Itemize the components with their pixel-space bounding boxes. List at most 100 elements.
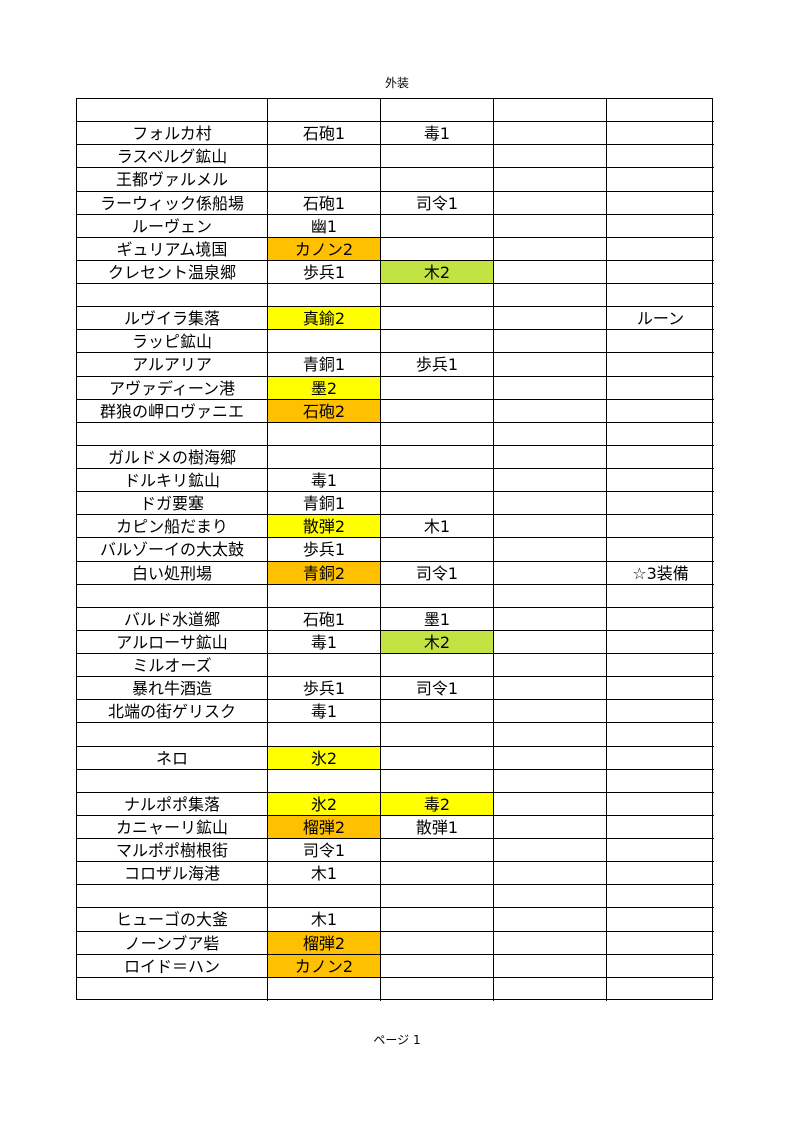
location-cell[interactable]: 暴れ牛酒造	[77, 677, 268, 701]
col2-cell[interactable]: 氷2	[268, 792, 381, 816]
col2-cell[interactable]: 木1	[268, 862, 381, 886]
col3-cell[interactable]: 木1	[381, 515, 494, 539]
col2-cell[interactable]: 毒1	[268, 630, 381, 655]
note-cell[interactable]	[607, 353, 714, 377]
col3-cell[interactable]: 歩兵1	[381, 353, 494, 377]
location-cell[interactable]	[77, 723, 268, 747]
col4-cell[interactable]	[494, 584, 607, 608]
location-cell[interactable]: 北端の街ゲリスク	[77, 700, 268, 724]
col4-cell[interactable]	[494, 815, 607, 840]
col4-cell[interactable]	[494, 191, 607, 215]
col4-cell[interactable]	[494, 792, 607, 816]
col4-cell[interactable]	[494, 330, 607, 354]
col3-cell[interactable]	[381, 168, 494, 192]
location-cell[interactable]: ミルオーズ	[77, 654, 268, 678]
note-cell[interactable]	[607, 885, 714, 909]
note-cell[interactable]	[607, 747, 714, 770]
note-cell[interactable]: ☆3装備	[607, 562, 714, 585]
location-cell[interactable]: フォルカ村	[77, 122, 268, 146]
col4-cell[interactable]	[494, 168, 607, 192]
col2-cell[interactable]: 毒1	[268, 700, 381, 724]
col4-cell[interactable]	[494, 954, 607, 978]
location-cell[interactable]	[77, 584, 268, 608]
col2-cell[interactable]	[268, 723, 381, 747]
location-cell[interactable]: ヒューゴの大釜	[77, 908, 268, 932]
location-cell[interactable]: ラッピ鉱山	[77, 330, 268, 354]
col3-cell[interactable]	[381, 908, 494, 932]
location-cell[interactable]: ラーウィック係船場	[77, 191, 268, 215]
col3-cell[interactable]: 木2	[381, 630, 494, 655]
col4-cell[interactable]	[494, 862, 607, 886]
location-cell[interactable]	[77, 99, 268, 123]
col4-cell[interactable]	[494, 746, 607, 770]
col4-cell[interactable]	[494, 353, 607, 377]
col3-cell[interactable]	[381, 700, 494, 724]
col2-cell[interactable]: 榴弾2	[268, 931, 381, 955]
col2-cell[interactable]: 石砲2	[268, 399, 381, 423]
col3-cell[interactable]	[381, 746, 494, 770]
note-cell[interactable]	[607, 515, 714, 539]
note-cell[interactable]	[607, 446, 714, 470]
col2-cell[interactable]: 歩兵1	[268, 538, 381, 562]
col3-cell[interactable]	[381, 885, 494, 909]
col4-cell[interactable]	[494, 977, 607, 1001]
note-cell[interactable]	[607, 631, 714, 655]
col2-cell[interactable]: カノン2	[268, 237, 381, 261]
col4-cell[interactable]	[494, 145, 607, 169]
location-cell[interactable]: ギュリアム境国	[77, 237, 268, 261]
location-cell[interactable]: カニャーリ鉱山	[77, 815, 268, 840]
col2-cell[interactable]	[268, 445, 381, 470]
col3-cell[interactable]	[381, 399, 494, 423]
col3-cell[interactable]	[381, 214, 494, 238]
note-cell[interactable]	[607, 192, 714, 215]
col2-cell[interactable]: 氷2	[268, 746, 381, 770]
location-cell[interactable]: 王都ヴァルメル	[77, 168, 268, 192]
col2-cell[interactable]	[268, 977, 381, 1001]
col2-cell[interactable]: 青銅1	[268, 492, 381, 516]
col3-cell[interactable]	[381, 445, 494, 470]
col2-cell[interactable]: 歩兵1	[268, 677, 381, 701]
col2-cell[interactable]: 榴弾2	[268, 815, 381, 840]
note-cell[interactable]	[607, 677, 714, 701]
col3-cell[interactable]	[381, 977, 494, 1001]
col2-cell[interactable]	[268, 769, 381, 793]
col2-cell[interactable]	[268, 145, 381, 169]
col3-cell[interactable]	[381, 99, 494, 123]
col3-cell[interactable]	[381, 584, 494, 608]
col3-cell[interactable]	[381, 422, 494, 446]
col3-cell[interactable]	[381, 492, 494, 516]
col2-cell[interactable]: 青銅2	[268, 561, 381, 585]
location-cell[interactable]: 群狼の岬ロヴァニエ	[77, 399, 268, 423]
col4-cell[interactable]	[494, 561, 607, 585]
col2-cell[interactable]: 石砲1	[268, 607, 381, 631]
col2-cell[interactable]	[268, 584, 381, 608]
note-cell[interactable]	[607, 492, 714, 516]
note-cell[interactable]	[607, 654, 714, 678]
col3-cell[interactable]: 司令1	[381, 561, 494, 585]
note-cell[interactable]	[607, 145, 714, 169]
col3-cell[interactable]	[381, 769, 494, 793]
col3-cell[interactable]	[381, 954, 494, 978]
col2-cell[interactable]	[268, 885, 381, 909]
note-cell[interactable]	[607, 377, 714, 400]
col2-cell[interactable]	[268, 654, 381, 678]
location-cell[interactable]: ガルドメの樹海郷	[77, 445, 268, 470]
location-cell[interactable]	[77, 885, 268, 909]
col3-cell[interactable]: 散弾1	[381, 815, 494, 840]
col2-cell[interactable]: カノン2	[268, 954, 381, 978]
col2-cell[interactable]	[268, 284, 381, 308]
col2-cell[interactable]: 墨2	[268, 376, 381, 400]
col4-cell[interactable]	[494, 885, 607, 909]
col4-cell[interactable]	[494, 307, 607, 331]
note-cell[interactable]	[607, 585, 714, 608]
col2-cell[interactable]: 歩兵1	[268, 260, 381, 285]
location-cell[interactable]: ルーヴェン	[77, 214, 268, 238]
col2-cell[interactable]: 石砲1	[268, 191, 381, 215]
note-cell[interactable]	[607, 284, 714, 308]
location-cell[interactable]: ナルポポ集落	[77, 792, 268, 816]
col4-cell[interactable]	[494, 769, 607, 793]
note-cell[interactable]	[607, 122, 714, 146]
location-cell[interactable]: ノーンブア砦	[77, 931, 268, 955]
col2-cell[interactable]: 青銅1	[268, 353, 381, 377]
location-cell[interactable]	[77, 769, 268, 793]
